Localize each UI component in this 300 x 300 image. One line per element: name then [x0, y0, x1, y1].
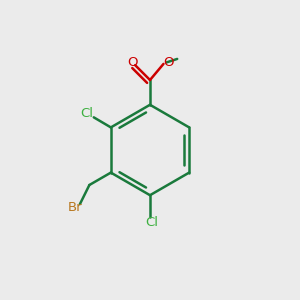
Text: O: O	[128, 56, 138, 69]
Text: Cl: Cl	[145, 216, 158, 229]
Text: O: O	[164, 56, 174, 69]
Text: Br: Br	[68, 201, 83, 214]
Text: Cl: Cl	[80, 107, 94, 120]
